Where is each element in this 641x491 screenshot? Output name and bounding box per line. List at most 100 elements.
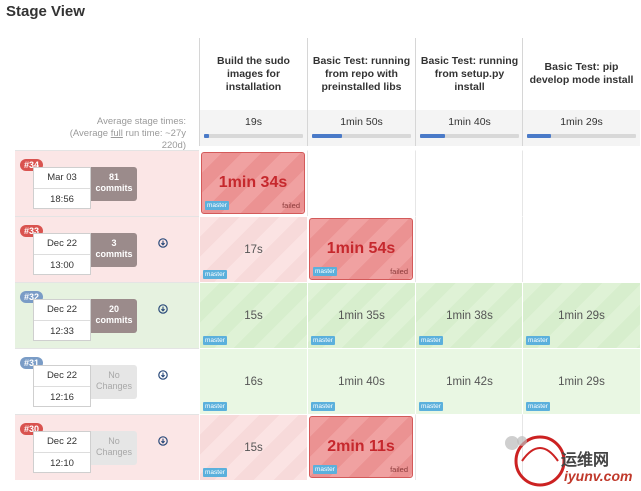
avg-label-post: run time: ~27y bbox=[122, 128, 186, 139]
average-time-bar bbox=[527, 134, 636, 138]
build-row[interactable]: #30 Dec 22 12:10 No Changes bbox=[15, 414, 199, 480]
commits-label: Changes bbox=[95, 447, 133, 457]
branch-tag: master bbox=[203, 270, 227, 279]
stage-duration: 15s bbox=[244, 309, 263, 322]
stage-cell[interactable]: 1min 38s master bbox=[415, 282, 523, 348]
stage-cell[interactable] bbox=[415, 414, 523, 480]
average-time-bar-fill bbox=[527, 134, 551, 138]
branch-tag: master bbox=[203, 402, 227, 411]
date-divider bbox=[34, 188, 90, 189]
commits-badge[interactable]: No Changes bbox=[91, 431, 137, 465]
average-time: 19s bbox=[245, 116, 262, 128]
build-date-box: Dec 22 12:16 bbox=[33, 365, 91, 407]
average-time-cell: 1min 29s bbox=[522, 110, 640, 146]
commits-count: 81 bbox=[108, 172, 119, 182]
stage-header[interactable]: Basic Test: running from repo with prein… bbox=[307, 38, 415, 110]
average-time-bar-fill bbox=[312, 134, 342, 138]
download-icon[interactable] bbox=[158, 370, 168, 380]
branch-tag: master bbox=[526, 336, 550, 345]
commits-label: commits bbox=[95, 183, 133, 193]
commits-count: No bbox=[108, 370, 120, 380]
stage-cell[interactable]: 1min 54s master failed bbox=[309, 218, 413, 280]
failed-label: failed bbox=[390, 465, 408, 474]
build-date-box: Dec 22 12:33 bbox=[33, 299, 91, 341]
stage-duration: 1min 34s bbox=[218, 174, 288, 191]
stage-cell[interactable]: 15s master bbox=[199, 282, 307, 348]
commits-badge[interactable]: 3 commits bbox=[91, 233, 137, 267]
stage-duration: 1min 54s bbox=[326, 240, 396, 257]
stage-cell[interactable]: 1min 35s master bbox=[307, 282, 415, 348]
date-divider bbox=[34, 452, 90, 453]
build-date-box: Mar 03 18:56 bbox=[33, 167, 91, 209]
stage-header[interactable]: Basic Test: pip develop mode install bbox=[522, 38, 640, 110]
failed-label: failed bbox=[390, 267, 408, 276]
average-time: 1min 29s bbox=[560, 116, 603, 128]
build-date: Dec 22 bbox=[46, 238, 78, 249]
average-time-cell: 1min 40s bbox=[415, 110, 523, 146]
download-icon[interactable] bbox=[158, 436, 168, 446]
stage-cell[interactable] bbox=[522, 414, 640, 480]
stage-cell[interactable] bbox=[522, 216, 640, 282]
stage-cell[interactable]: 15s master bbox=[199, 414, 307, 480]
build-date-box: Dec 22 12:10 bbox=[33, 431, 91, 473]
commits-label: Changes bbox=[95, 381, 133, 391]
stage-duration: 17s bbox=[244, 243, 263, 256]
download-icon[interactable] bbox=[158, 238, 168, 248]
commits-badge[interactable]: 81 commits bbox=[91, 167, 137, 201]
stage-duration: 1min 35s bbox=[338, 309, 385, 322]
stage-cell[interactable]: 1min 29s master bbox=[522, 282, 640, 348]
branch-tag: master bbox=[311, 336, 335, 345]
stage-cell[interactable] bbox=[307, 150, 415, 216]
average-time: 1min 50s bbox=[340, 116, 383, 128]
date-divider bbox=[34, 386, 90, 387]
stage-duration: 2min 11s bbox=[327, 438, 395, 455]
page-title: Stage View bbox=[6, 3, 85, 20]
stage-cell[interactable]: 16s master bbox=[199, 348, 307, 414]
stage-duration: 1min 40s bbox=[338, 375, 385, 388]
stage-duration: 1min 29s bbox=[558, 375, 605, 388]
stage-cell[interactable] bbox=[415, 150, 523, 216]
stage-cell[interactable] bbox=[415, 216, 523, 282]
stage-duration: 1min 38s bbox=[446, 309, 493, 322]
stage-cell[interactable]: 2min 11s master failed bbox=[309, 416, 413, 478]
commits-label: commits bbox=[95, 249, 133, 259]
download-icon[interactable] bbox=[158, 304, 168, 314]
build-row[interactable]: #32 Dec 22 12:33 20 commits bbox=[15, 282, 199, 348]
build-row[interactable]: #33 Dec 22 13:00 3 commits bbox=[15, 216, 199, 282]
commits-badge[interactable]: 20 commits bbox=[91, 299, 137, 333]
average-time-bar-fill bbox=[204, 134, 209, 138]
build-date: Dec 22 bbox=[46, 370, 78, 381]
stage-cell[interactable]: 1min 42s master bbox=[415, 348, 523, 414]
stage-cell[interactable]: 1min 29s master bbox=[522, 348, 640, 414]
stage-cell[interactable]: 1min 34s master failed bbox=[201, 152, 305, 214]
average-stage-times-label: Average stage times: (Average full run t… bbox=[70, 116, 186, 152]
build-date: Mar 03 bbox=[47, 172, 77, 183]
branch-tag: master bbox=[419, 336, 443, 345]
branch-tag: master bbox=[203, 468, 227, 477]
average-time-bar bbox=[204, 134, 303, 138]
stage-duration: 1min 42s bbox=[446, 375, 493, 388]
full-run-link[interactable]: full bbox=[110, 128, 123, 139]
stage-duration: 1min 29s bbox=[558, 309, 605, 322]
watermark-logo bbox=[505, 435, 566, 487]
stage-cell[interactable]: 17s master bbox=[199, 216, 307, 282]
stage-cell[interactable] bbox=[522, 150, 640, 216]
build-date-box: Dec 22 13:00 bbox=[33, 233, 91, 275]
average-time-cell: 19s bbox=[199, 110, 307, 146]
branch-tag: master bbox=[313, 465, 337, 474]
average-time-bar bbox=[312, 134, 411, 138]
date-divider bbox=[34, 320, 90, 321]
stage-header[interactable]: Build the sudo images for installation bbox=[199, 38, 307, 110]
build-date: Dec 22 bbox=[46, 304, 78, 315]
failed-label: failed bbox=[282, 201, 300, 210]
build-row[interactable]: #31 Dec 22 12:16 No Changes bbox=[15, 348, 199, 414]
build-row[interactable]: #34 Mar 03 18:56 81 commits bbox=[15, 150, 199, 216]
watermark-url: iyunv.com bbox=[564, 468, 633, 484]
stage-cell[interactable]: 1min 40s master bbox=[307, 348, 415, 414]
date-divider bbox=[34, 254, 90, 255]
build-date: Dec 22 bbox=[46, 436, 78, 447]
branch-tag: master bbox=[526, 402, 550, 411]
stage-header[interactable]: Basic Test: running from setup.py instal… bbox=[415, 38, 523, 110]
commits-badge[interactable]: No Changes bbox=[91, 365, 137, 399]
stage-duration: 15s bbox=[244, 441, 263, 454]
